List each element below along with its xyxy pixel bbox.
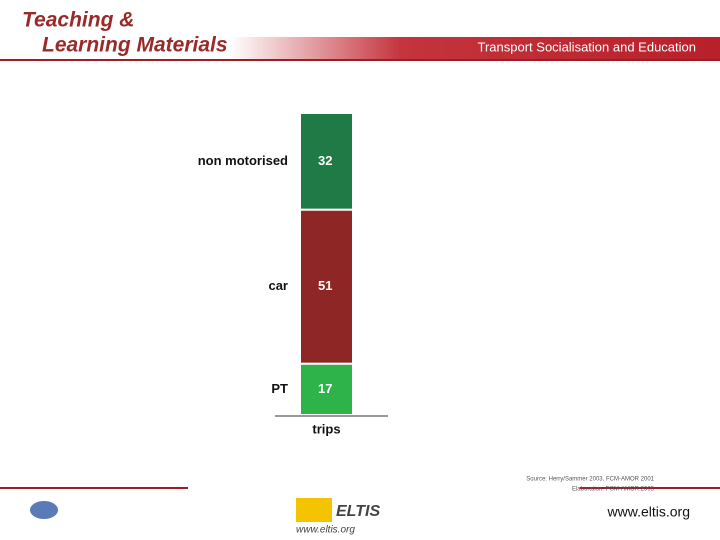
site-url: www.eltis.org xyxy=(607,504,690,520)
eltis-logo xyxy=(296,498,332,522)
category-label: trips xyxy=(312,421,340,436)
title-line1: Teaching & xyxy=(22,9,134,32)
segment-label: non motorised xyxy=(198,153,288,168)
segment-label: car xyxy=(268,278,288,293)
banner-text: Transport Socialisation and Education xyxy=(478,39,696,54)
bar-segment xyxy=(299,112,354,211)
source: Source: Herry/Sammer 2003, FCM-AMOR 2001 xyxy=(526,477,654,483)
banner xyxy=(230,37,720,60)
value-label: 32 xyxy=(318,153,332,168)
title-line2: Learning Materials xyxy=(42,34,228,57)
partner-logo xyxy=(30,501,58,519)
logo-url: www.eltis.org xyxy=(296,525,355,536)
source: Elaboration: FGM-AMOR 2005 xyxy=(572,487,655,493)
chart: 17 PT 51 car 32 non motorised trips xyxy=(198,112,388,436)
value-label: 17 xyxy=(318,381,332,396)
bar-segment xyxy=(299,362,354,417)
segment-label: PT xyxy=(271,381,288,396)
value-label: 51 xyxy=(318,278,332,293)
logo-text: ELTIS xyxy=(336,503,380,520)
bar-segment xyxy=(299,208,354,365)
